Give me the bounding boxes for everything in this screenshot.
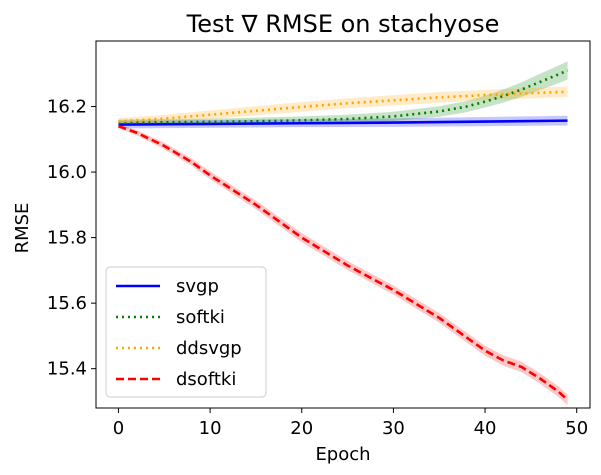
x-tick-label: 20 bbox=[290, 418, 313, 439]
y-tick-label: 15.8 bbox=[47, 228, 87, 249]
band-softki bbox=[118, 61, 568, 127]
legend: svgp softki ddsvgp dsoftki bbox=[105, 266, 267, 398]
y-axis-ticks: 15.4 15.6 15.8 16.0 16.2 bbox=[47, 97, 96, 380]
y-axis-label: RMSE bbox=[12, 203, 33, 254]
line-svgp bbox=[118, 119, 568, 126]
y-tick-label: 16.0 bbox=[47, 162, 87, 183]
x-tick-label: 10 bbox=[199, 418, 222, 439]
x-axis-ticks: 0 10 20 30 40 50 bbox=[113, 408, 588, 439]
y-tick-label: 15.4 bbox=[47, 359, 87, 380]
x-tick-label: 50 bbox=[565, 418, 588, 439]
y-tick-label: 15.6 bbox=[47, 293, 87, 314]
band-dsoftki bbox=[118, 124, 568, 406]
series-lines bbox=[118, 69, 569, 401]
x-tick-label: 40 bbox=[474, 418, 497, 439]
line-ddsvgp bbox=[118, 90, 568, 123]
x-tick-label: 0 bbox=[113, 418, 124, 439]
line-dsoftki bbox=[118, 124, 569, 401]
legend-label-svgp: svgp bbox=[176, 276, 219, 297]
legend-box bbox=[105, 266, 267, 398]
chart-title: Test ∇ RMSE on stachyose bbox=[186, 10, 500, 38]
x-axis-label: Epoch bbox=[315, 444, 370, 465]
legend-label-dsoftki: dsoftki bbox=[176, 369, 236, 390]
legend-label-ddsvgp: ddsvgp bbox=[176, 338, 242, 359]
plot-frame bbox=[95, 40, 591, 409]
y-tick-label: 16.2 bbox=[47, 97, 87, 118]
x-tick-label: 30 bbox=[382, 418, 405, 439]
legend-label-softki: softki bbox=[176, 307, 225, 328]
